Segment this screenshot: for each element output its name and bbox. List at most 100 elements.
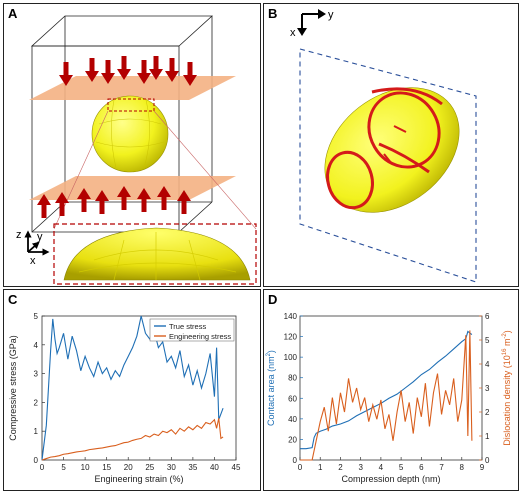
x-tick-label-c-3: 15	[102, 463, 111, 472]
up-arrowhead-1	[55, 192, 69, 203]
y-right-tick-label-d-3: 3	[485, 384, 490, 393]
y-tick-label-c-0: 0	[34, 456, 39, 465]
panel-b-label: B	[268, 6, 278, 21]
up-arrow-0	[41, 204, 47, 218]
x-tick-label-d-9: 9	[480, 463, 485, 472]
x-tick-label-c-2: 10	[81, 463, 90, 472]
panel-c-label: C	[8, 292, 18, 307]
down-arrow-0	[63, 62, 69, 76]
up-arrowhead-3	[95, 190, 109, 201]
compression-arrows-top	[59, 56, 197, 86]
y-right-tick-label-d-2: 2	[485, 408, 490, 417]
up-arrowhead-2	[77, 188, 91, 199]
axis-z-label: z	[16, 229, 22, 241]
y-tick-label-c-3: 3	[34, 370, 39, 379]
y-tick-label-c-1: 1	[34, 427, 39, 436]
x-tick-label-d-4: 4	[379, 463, 384, 472]
down-arrowhead-2	[101, 73, 115, 84]
up-arrow-3	[99, 200, 105, 214]
x-tick-label-c-0: 0	[40, 463, 45, 472]
down-arrowhead-4	[137, 73, 151, 84]
panel-a-label: A	[8, 6, 18, 21]
x-tick-label-d-6: 6	[419, 463, 424, 472]
legend-box-c	[149, 318, 235, 342]
y-left-tick-label-d-1: 20	[288, 435, 297, 444]
top-plate	[29, 76, 236, 100]
viewing-plane	[299, 48, 477, 283]
legend-label-c-1: Engineering stress	[169, 332, 231, 341]
panel-d-label: D	[268, 292, 278, 307]
x-tick-label-d-2: 2	[338, 463, 343, 472]
x-tick-label-c-7: 35	[188, 463, 197, 472]
panel-d: D 0 1 2 3 4 5 6 7 8 9 0 20 40 60 80 100 120 140 0 1 2 3 4 5 6 Com…	[263, 289, 519, 491]
axis-b-y-label: y	[328, 9, 334, 21]
up-arrowhead-6	[157, 186, 171, 197]
x-tick-label-d-1: 1	[318, 463, 323, 472]
y-left-tick-label-d-4: 80	[288, 374, 297, 383]
x-tick-label-c-1: 5	[61, 463, 66, 472]
x-tick-label-c-9: 45	[232, 463, 241, 472]
y-right-tick-label-d-5: 5	[485, 336, 490, 345]
x-tick-label-d-3: 3	[358, 463, 363, 472]
legend-label-c-0: True stress	[169, 322, 206, 331]
y-right-axis-label-d: Dislocation density (1016 m-2)	[502, 330, 512, 446]
y-left-tick-label-d-2: 40	[288, 415, 297, 424]
x-tick-label-c-8: 40	[210, 463, 219, 472]
up-arrow-4	[121, 196, 127, 210]
axes-triad-a	[24, 230, 50, 256]
y-right-tick-label-d-0: 0	[485, 456, 490, 465]
series-line-c-0	[41, 315, 224, 461]
y-left-axis-label-d: Contact area (nm2)	[266, 350, 276, 426]
panel-b: B	[263, 3, 519, 287]
down-arrowhead-0	[59, 75, 73, 86]
y-tick-label-c-2: 2	[34, 398, 39, 407]
y-left-tick-label-d-6: 120	[284, 333, 298, 342]
axes-triad-b	[297, 9, 326, 36]
chart-d: 0 1 2 3 4 5 6 7 8 90204060801001201400123456Compr…	[266, 312, 512, 484]
series-line-d-1	[300, 330, 473, 461]
down-arrowhead-5	[149, 69, 163, 80]
up-arrow-1	[59, 202, 65, 216]
down-arrow-3	[121, 56, 127, 70]
y-left-tick-label-d-0: 0	[293, 456, 298, 465]
dome-surface	[63, 227, 251, 281]
down-arrowhead-6	[165, 71, 179, 82]
x-tick-label-d-7: 7	[439, 463, 444, 472]
y-left-tick-label-d-7: 140	[284, 312, 298, 321]
y-right-tick-label-d-4: 4	[485, 360, 490, 369]
plot-frame-c	[41, 315, 237, 461]
down-arrow-5	[153, 56, 159, 70]
panel-a: A	[3, 3, 261, 287]
axis-y-label: y	[37, 231, 43, 243]
zoom-inset	[53, 223, 257, 285]
up-arrowhead-5	[137, 188, 151, 199]
up-arrow-7	[181, 200, 187, 214]
dislocation-loops	[326, 87, 443, 210]
up-arrowhead-0	[37, 194, 51, 205]
series-line-c-1	[41, 418, 224, 461]
compression-arrows-bottom	[37, 186, 191, 218]
sphere	[91, 95, 169, 173]
up-arrow-2	[81, 198, 87, 212]
y-right-tick-label-d-6: 6	[485, 312, 490, 321]
down-arrow-6	[169, 58, 175, 72]
down-arrow-1	[89, 58, 95, 72]
down-arrow-2	[105, 60, 111, 74]
y-left-tick-label-d-3: 60	[288, 394, 297, 403]
x-axis-label-c: Engineering strain (%)	[94, 474, 183, 484]
panel-c: C 0 5 10 15 20 25 30 35 40 45 0 1 2 3 4 5 Engineering st…	[3, 289, 261, 491]
panel-a-illustration: z y x	[16, 15, 257, 285]
down-arrowhead-7	[183, 75, 197, 86]
x-axis-label-d: Compression depth (nm)	[341, 474, 440, 484]
up-arrow-6	[161, 196, 167, 210]
up-arrowhead-7	[177, 190, 191, 201]
x-tick-label-d-8: 8	[460, 463, 465, 472]
x-tick-label-c-6: 30	[167, 463, 176, 472]
down-arrow-7	[187, 62, 193, 76]
x-tick-label-d-0: 0	[298, 463, 303, 472]
down-arrowhead-3	[117, 69, 131, 80]
x-tick-label-c-5: 25	[145, 463, 154, 472]
down-arrow-4	[141, 60, 147, 74]
